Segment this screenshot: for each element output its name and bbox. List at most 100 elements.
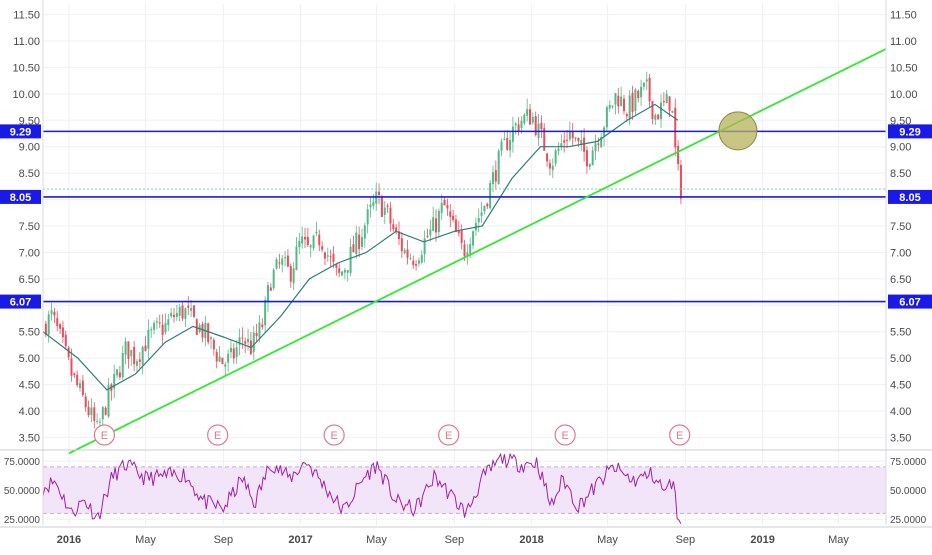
x-tick-label: May: [597, 534, 618, 546]
candle-body: [380, 196, 383, 217]
candle-body: [657, 114, 660, 120]
candle-body: [167, 319, 170, 326]
y-tick-label-right: 3.50: [890, 432, 911, 444]
rsi-tick-label-right: 50.0000: [890, 486, 927, 497]
candle-body: [642, 82, 645, 87]
y-tick-label-left: 9.00: [19, 142, 40, 154]
candle-body: [397, 231, 400, 239]
candle-body: [477, 217, 480, 223]
candlestick-series: [44, 71, 682, 429]
y-tick-label-left: 7.50: [19, 221, 40, 233]
rsi-band: [43, 466, 886, 514]
candle-body: [47, 314, 50, 335]
candle-body: [546, 153, 549, 162]
candle-body: [90, 407, 93, 416]
candle-body: [497, 150, 500, 185]
candle-body: [372, 201, 375, 206]
candle-body: [118, 372, 121, 378]
candle-body: [178, 306, 181, 316]
candle-body: [207, 323, 210, 343]
candle-body: [605, 107, 608, 128]
candle-body: [534, 116, 537, 136]
candle-body: [594, 143, 597, 152]
highlight-circle: [718, 111, 758, 151]
candle-body: [181, 305, 184, 319]
candle-body: [346, 270, 349, 273]
x-tick-label: May: [828, 534, 849, 546]
candle-body: [677, 145, 680, 165]
candle-body: [491, 172, 494, 185]
horizontal-levels: 9.29 9.29 8.05 8.05 6.07 6.07: [0, 124, 932, 309]
y-tick-label-left: 11.00: [13, 36, 40, 48]
rsi-tick-label-right: 25.0000: [890, 515, 927, 526]
x-tick-label: 2018: [519, 534, 543, 546]
candle-body: [50, 310, 53, 314]
candle-body: [309, 245, 312, 248]
candle-body: [173, 314, 176, 318]
candle-body: [611, 105, 614, 107]
candle-body: [400, 238, 403, 252]
x-tick-label: 2019: [750, 534, 774, 546]
candle-body: [679, 164, 682, 199]
x-tick-label: 2016: [57, 534, 81, 546]
gridlines: [43, 4, 886, 525]
y-tick-label-left: 3.50: [19, 432, 40, 444]
candle-body: [654, 114, 657, 120]
candle-body: [600, 136, 603, 148]
rsi-tick-label-right: 75.0000: [890, 457, 927, 468]
x-tick-label: May: [135, 534, 156, 546]
candle-body: [127, 341, 130, 359]
y-tick-label-left: 11.50: [13, 10, 40, 22]
candle-body: [503, 138, 506, 141]
candle-body: [141, 346, 144, 365]
candle-body: [446, 205, 449, 209]
candle-body: [121, 353, 124, 378]
candle-body: [622, 98, 625, 112]
candle-body: [298, 241, 301, 248]
candle-body: [463, 244, 466, 257]
candle-body: [557, 148, 560, 151]
level-label-left: 9.29: [10, 126, 31, 138]
candle-body: [98, 421, 101, 423]
candle-body: [645, 79, 648, 82]
candle-body: [366, 209, 369, 225]
candle-body: [338, 268, 341, 274]
candle-body: [617, 95, 620, 107]
candle-body: [662, 101, 665, 103]
candle-body: [566, 139, 569, 141]
candle-body: [529, 109, 532, 125]
candle-body: [292, 268, 295, 284]
candle-body: [480, 212, 483, 216]
rsi-tick-label-left: 25.0000: [4, 515, 41, 526]
candle-body: [509, 139, 512, 151]
candle-body: [415, 264, 418, 266]
candle-body: [540, 122, 543, 130]
candle-body: [520, 120, 523, 128]
candle-body: [591, 150, 594, 166]
candle-body: [671, 110, 674, 113]
candle-body: [278, 262, 281, 264]
candle-body: [417, 260, 420, 264]
candle-body: [500, 141, 503, 151]
candle-body: [489, 182, 492, 209]
candle-body: [187, 305, 190, 308]
candle-body: [523, 114, 526, 124]
candle-body: [443, 199, 446, 206]
candle-body: [272, 269, 275, 289]
level-label-right: 8.05: [899, 192, 920, 204]
candle-body: [269, 287, 272, 291]
candle-body: [571, 131, 574, 139]
candle-body: [70, 358, 73, 376]
candle-body: [281, 258, 284, 265]
candle-body: [440, 202, 443, 213]
x-tick-label: Sep: [214, 534, 234, 546]
candle-body: [113, 373, 116, 389]
candle-body: [76, 374, 79, 386]
candle-body: [81, 380, 84, 396]
candle-body: [517, 124, 520, 132]
candle-body: [164, 322, 167, 333]
candle-body: [412, 260, 415, 265]
